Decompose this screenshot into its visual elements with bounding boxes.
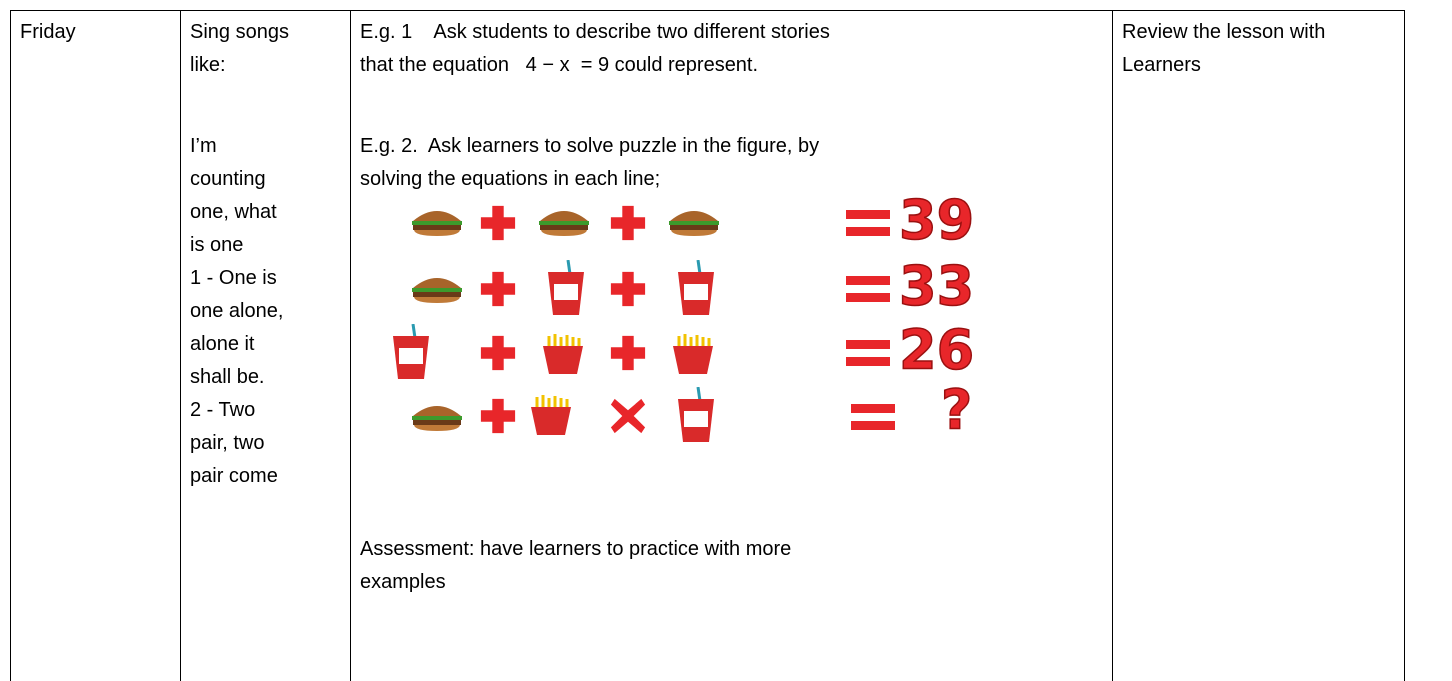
cell-line: alone it: [190, 333, 255, 355]
cell-line: 1 - One is: [190, 267, 277, 289]
cell-line: that the equation 4 − x = 9 could repres…: [360, 54, 759, 76]
cell-line: Sing songs: [190, 21, 289, 43]
puzzle-row: 26: [391, 318, 975, 382]
puzzle-row: ?: [412, 378, 973, 443]
cell-line: pair come: [190, 465, 278, 487]
activity-cell: E.g. 1 Ask students to describe two diff…: [350, 10, 1112, 681]
cell-line: Review the lesson with: [1122, 21, 1326, 43]
puzzle-image: 39 33 26 ?: [391, 192, 975, 443]
cell-line: Learners: [1122, 54, 1201, 76]
cell-line: E.g. 2. Ask learners to solve puzzle in …: [360, 135, 820, 157]
puzzle-result: 33: [899, 255, 974, 318]
cell-line: E.g. 1 Ask students to describe two diff…: [360, 21, 830, 43]
cell-line: one, what: [190, 201, 277, 223]
cell-line: solving the equations in each line;: [360, 168, 661, 190]
puzzle-result: 39: [899, 192, 974, 252]
cell-line: Assessment: have learners to practice wi…: [360, 538, 792, 560]
cell-line: is one: [190, 234, 244, 256]
cell-line: like:: [190, 54, 226, 76]
cell-line: shall be.: [190, 366, 265, 388]
cell-line: counting: [190, 168, 266, 190]
cell-line: one alone,: [190, 300, 284, 322]
day-cell: Friday: [10, 10, 180, 681]
cell-line: examples: [360, 571, 446, 593]
cell-line: Friday: [20, 21, 76, 43]
review-cell: Review the lesson with Learners: [1112, 10, 1405, 681]
cell-line: I’m: [190, 135, 217, 157]
song-cell: Sing songs like: I’m counting one, what is …: [180, 10, 350, 681]
cell-line: pair, two: [190, 432, 265, 454]
puzzle-row: 39: [412, 192, 975, 252]
puzzle-row: 33: [412, 254, 975, 318]
puzzle-result: ?: [941, 379, 972, 442]
cell-line: 2 - Two: [190, 399, 256, 421]
puzzle-result: 26: [899, 319, 974, 382]
